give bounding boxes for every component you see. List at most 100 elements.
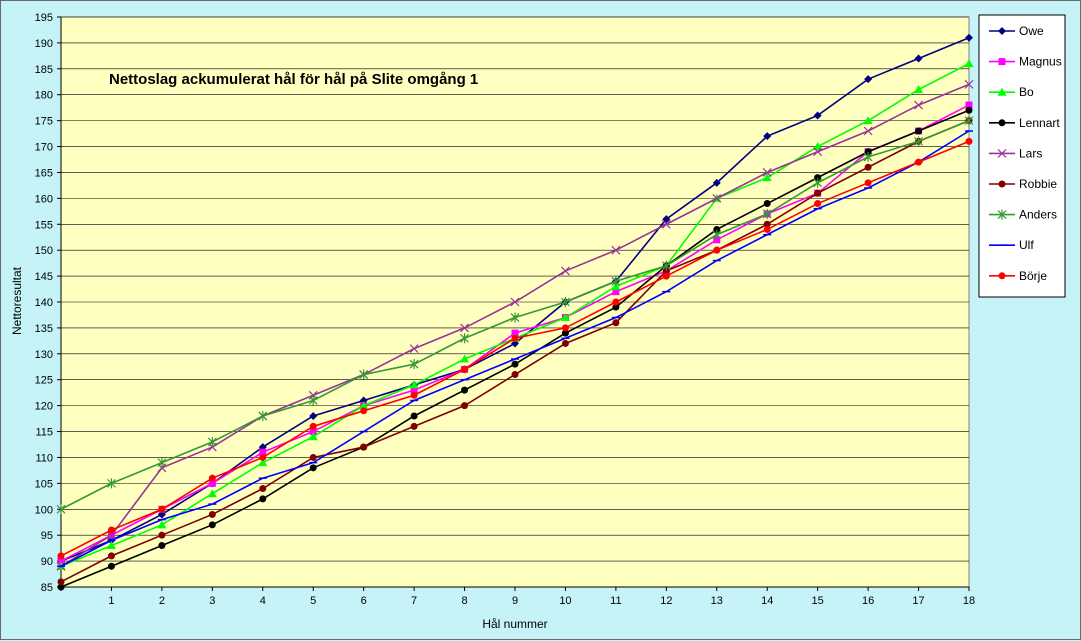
y-tick-label: 135	[35, 323, 53, 335]
legend-item-ulf: Ulf	[989, 238, 1034, 252]
data-point	[106, 541, 116, 550]
x-tick-label: 15	[812, 595, 824, 607]
data-point	[511, 329, 519, 337]
x-tick-label: 11	[610, 595, 621, 607]
data-point	[258, 411, 268, 421]
legend-marker	[998, 180, 1006, 188]
y-tick-label: 145	[35, 271, 53, 283]
legend-label: Börje	[1019, 269, 1047, 283]
data-point	[611, 276, 621, 287]
data-point	[56, 504, 66, 515]
data-point	[612, 288, 620, 296]
data-point	[208, 521, 216, 529]
y-tick-label: 185	[35, 64, 53, 76]
data-point	[259, 495, 267, 503]
data-point	[712, 178, 721, 187]
x-tick-label: 18	[963, 595, 975, 607]
data-point	[157, 457, 167, 468]
data-point	[561, 266, 570, 276]
data-point	[864, 148, 872, 156]
data-point	[158, 505, 166, 513]
data-point	[208, 479, 216, 487]
chart-title: Nettoslag ackumulerat hål för hål på Sli…	[109, 71, 478, 88]
data-point	[510, 297, 520, 307]
legend-label: Magnus	[1019, 55, 1062, 69]
data-point	[309, 464, 317, 472]
data-point	[409, 380, 419, 389]
x-tick-label: 5	[310, 595, 316, 607]
data-point	[762, 168, 772, 177]
data-point	[461, 402, 469, 410]
x-axis-ticks: 1 2 3 4 5 6 7 8 9 10 11 12 13 14 15 16 17 18	[60, 17, 975, 607]
x-tick-label: 9	[512, 595, 518, 607]
y-tick-label: 130	[35, 349, 53, 361]
x-tick-label: 1	[108, 595, 114, 607]
data-point	[864, 75, 873, 84]
data-point	[964, 79, 974, 89]
data-point	[511, 360, 519, 368]
y-tick-label: 90	[41, 556, 53, 568]
legend-item-lennart: Lennart	[989, 116, 1060, 130]
y-tick-label: 105	[35, 478, 53, 490]
x-tick-label: 14	[761, 595, 773, 607]
x-tick-label: 2	[159, 595, 165, 607]
y-tick-label: 160	[35, 193, 53, 205]
data-point	[309, 428, 317, 436]
data-point	[461, 365, 469, 373]
data-point	[259, 448, 267, 456]
legend-marker	[998, 272, 1006, 280]
data-point	[713, 246, 721, 254]
data-point	[107, 526, 115, 534]
data-point	[107, 562, 115, 570]
y-tick-label: 150	[35, 245, 53, 257]
data-point	[561, 324, 569, 332]
data-point	[713, 225, 721, 233]
data-point	[158, 531, 166, 539]
legend: Owe Magnus Bo Lennart Lars Robbie Anders Ulf Bör…	[978, 14, 1066, 298]
data-point	[965, 33, 973, 42]
series-layer	[56, 33, 974, 591]
data-point	[814, 200, 822, 208]
data-point	[208, 474, 216, 482]
legend-marker	[997, 148, 1007, 158]
data-point	[107, 552, 115, 560]
data-point	[965, 106, 973, 114]
data-point	[914, 54, 923, 63]
y-axis-title: Nettoresultat	[10, 266, 24, 335]
x-tick-label: 6	[361, 595, 367, 607]
y-tick-label: 120	[35, 401, 53, 413]
legend-item-robbie: Robbie	[989, 177, 1057, 191]
data-point	[661, 260, 671, 271]
data-point	[460, 333, 469, 344]
data-point	[308, 395, 318, 406]
data-point	[410, 386, 418, 394]
legend-item-bo: Bo	[989, 85, 1034, 99]
series-ulf	[57, 130, 973, 568]
legend-marker	[998, 58, 1006, 66]
data-point	[712, 229, 722, 240]
y-tick-label: 100	[35, 504, 53, 516]
data-point	[208, 510, 216, 518]
data-point	[914, 100, 923, 110]
data-point	[813, 147, 823, 157]
x-tick-label: 13	[711, 595, 723, 607]
data-point	[662, 267, 670, 275]
data-point	[612, 303, 620, 311]
data-point	[964, 115, 974, 126]
data-point	[107, 478, 116, 489]
y-tick-label: 195	[35, 12, 53, 24]
y-tick-label: 85	[41, 582, 53, 594]
data-point	[461, 386, 469, 394]
data-point	[813, 111, 822, 120]
data-point	[360, 443, 368, 451]
data-point	[813, 177, 823, 188]
data-point	[813, 142, 823, 151]
data-point	[359, 401, 369, 410]
data-point	[864, 163, 872, 171]
legend-marker	[997, 87, 1007, 96]
data-point	[763, 200, 771, 208]
data-point	[157, 520, 167, 529]
x-tick-label: 3	[209, 595, 215, 607]
x-tick-label: 12	[660, 595, 672, 607]
